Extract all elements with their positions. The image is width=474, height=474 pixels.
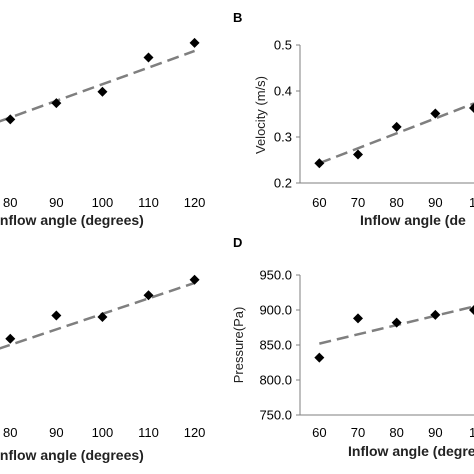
panel-b-marks: [314, 102, 474, 169]
panel-d-data-point: [430, 309, 441, 320]
panel-b-data-point: [353, 149, 363, 160]
panel-a-x-tick-labels: 08090100110120: [3, 195, 206, 210]
panel-a-x-tick-label: 90: [49, 195, 63, 210]
panel-c-x-tick-label: 80: [3, 425, 17, 440]
panel-a-x-tick-label: 100: [92, 195, 114, 210]
panel-a-x-axis-title: Inflow angle (degrees): [0, 212, 144, 228]
panel-b-y-tick-label: 0.5: [274, 38, 292, 53]
panel-a-data-point: [97, 86, 108, 97]
panel-c-data-point: [51, 310, 62, 321]
panel-b-y-tick-labels: 0.2 0.3 0.4 0.5: [274, 38, 292, 191]
panel-d-y-tick-label: 900.0: [259, 303, 292, 318]
panel-d-y-tick-labels: 750.0 800.0 850.0 900.0 950.0: [259, 268, 292, 423]
panel-c-x-tick-labels: 08090100110120: [3, 425, 206, 440]
panel-d-x-tick-label: 90: [428, 425, 442, 440]
panel-d-data-point: [391, 317, 402, 328]
panel-d-axes: [296, 274, 474, 416]
panel-b-y-tick-label: 0.2: [274, 176, 292, 191]
panel-d-data-point: [353, 313, 363, 324]
panel-b-y-axis-title: Velocity (m/s): [253, 76, 268, 154]
panel-a-chart: 08090100110120 Inflow angle (degrees): [0, 37, 206, 228]
panel-d-chart: D 750.0 800.0 850.0 900.0 950.0 60 70 80 90 1 Pr…: [231, 235, 474, 459]
panel-c-data-point: [97, 312, 108, 322]
panel-b-data-point: [391, 121, 402, 132]
panel-d-marks: [314, 305, 474, 363]
panel-a-data-point: [5, 114, 16, 125]
panel-b-x-tick-labels: 60 70 80 90 1: [312, 195, 474, 210]
panel-c-marks: [0, 274, 200, 350]
panel-b-y-tick-label: 0.4: [274, 84, 292, 99]
panel-d-letter: D: [233, 235, 242, 250]
panel-c-x-tick-label: 100: [92, 425, 114, 440]
panel-d-y-tick-label: 800.0: [259, 373, 292, 388]
panel-d-data-point: [314, 352, 325, 363]
panel-b-x-axis-title: Inflow angle (de: [360, 212, 466, 228]
panel-c-x-tick-label: 120: [184, 425, 206, 440]
panel-d-y-axis-title: Pressure(Pa): [231, 307, 246, 384]
panel-d-y-tick-label: 850.0: [259, 338, 292, 353]
panel-d-x-tick-label: 1: [469, 425, 474, 440]
panel-d-x-tick-label: 80: [389, 425, 403, 440]
panel-d-y-tick-label: 750.0: [259, 408, 292, 423]
panel-d-y-tick-label: 950.0: [259, 268, 292, 283]
panel-a-data-point: [51, 98, 62, 109]
panel-b-x-tick-label: 80: [389, 195, 403, 210]
panel-c-data-point: [5, 333, 16, 344]
panel-c-x-axis-title: Inflow angle (degrees): [0, 447, 144, 463]
panel-a-x-tick-label: 120: [184, 195, 206, 210]
panel-b-axes: [296, 44, 474, 184]
panel-c-x-tick-label: 110: [138, 425, 159, 440]
panel-b-y-tick-label: 0.3: [274, 130, 292, 145]
panel-b-trendline: [318, 102, 474, 165]
panel-a-data-point: [189, 37, 200, 48]
panel-c-trendline: [0, 281, 195, 350]
panel-d-x-axis-title: Inflow angle (degre: [348, 443, 474, 459]
panel-b-data-point: [469, 103, 474, 114]
panel-b-x-tick-label: 60: [312, 195, 326, 210]
panel-d-x-tick-labels: 60 70 80 90 1: [312, 425, 474, 440]
panel-c-data-point: [143, 290, 154, 301]
panel-b-data-point: [314, 158, 325, 169]
panel-a-data-point: [143, 52, 154, 63]
panel-b-x-tick-label: 70: [351, 195, 365, 210]
panel-b-data-point: [430, 108, 441, 119]
panel-a-marks: [0, 37, 200, 125]
panel-d-data-point: [469, 305, 474, 315]
panel-b-chart: B 0.20.30.40.5 60 70 80 90 1 Velocity (m/s) …: [233, 10, 474, 228]
panel-c-chart: 08090100110120 Inflow angle (degrees): [0, 274, 206, 463]
panel-c-x-tick-label: 90: [49, 425, 63, 440]
panel-b-x-tick-label: 1: [469, 195, 474, 210]
panel-d-x-tick-label: 60: [312, 425, 326, 440]
panel-d-x-tick-label: 70: [351, 425, 365, 440]
panel-c-data-point: [189, 274, 200, 285]
panel-b-x-tick-label: 90: [428, 195, 442, 210]
panel-b-letter: B: [233, 10, 242, 25]
panel-a-trendline: [0, 49, 195, 123]
panel-a-x-tick-label: 80: [3, 195, 17, 210]
panel-a-x-tick-label: 110: [138, 195, 159, 210]
